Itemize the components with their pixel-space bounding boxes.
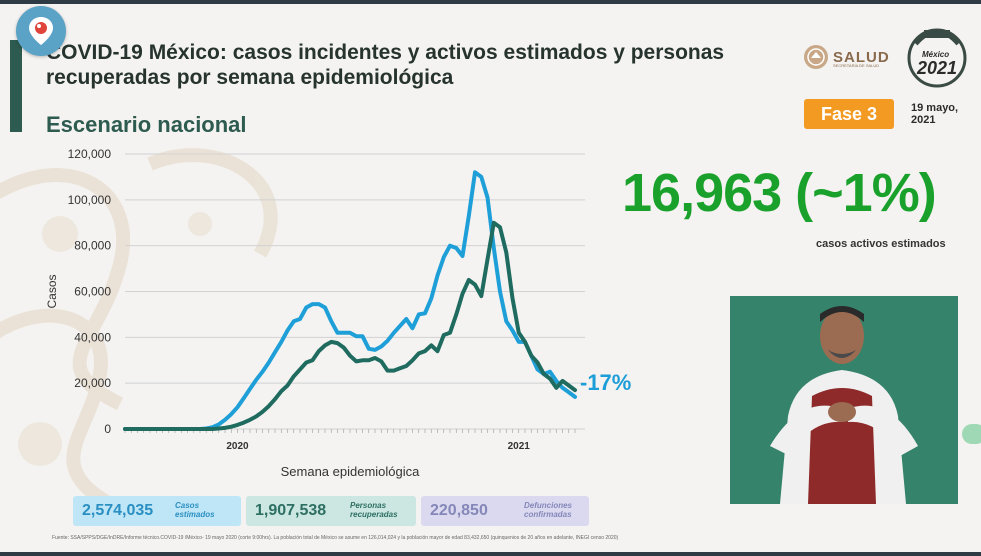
report-date: 19 mayo, 2021 <box>911 102 959 126</box>
slide: COVID-19 México: casos incidentes y acti… <box>0 4 981 552</box>
stat-recovered: 1,907,538 Personas recuperadas <box>246 496 416 526</box>
stat-value: 220,850 <box>430 502 488 519</box>
interpreter-figure-icon <box>730 296 958 504</box>
mexico-2021-logo: México 2021 <box>906 24 968 95</box>
mexico-2021-top: México <box>922 50 950 59</box>
salud-logo: SALUD SECRETARÍA DE SALUD <box>803 44 890 70</box>
source-note: Fuente: SSA/SPPS/DGE/InDRE/Informe técni… <box>52 535 619 541</box>
incident-cases-line <box>123 170 577 431</box>
phase-badge: Fase 3 <box>804 99 894 129</box>
salud-logo-subtext: SECRETARÍA DE SALUD <box>833 63 880 68</box>
stat-estimated-cases: 2,574,035 Casos estimados <box>73 496 241 526</box>
salud-logo-text: SALUD <box>833 48 890 66</box>
active-cases-line <box>123 220 577 431</box>
y-tick-label: 80,000 <box>74 239 111 253</box>
side-tab <box>962 424 981 444</box>
x-year-label: 2021 <box>508 441 531 452</box>
y-tick-label: 40,000 <box>74 330 111 344</box>
y-axis-label: Casos <box>45 274 59 308</box>
page-title: COVID-19 México: casos incidentes y acti… <box>46 41 725 89</box>
x-axis-label: Semana epidemiológica <box>281 464 421 479</box>
mexico-2021-year: 2021 <box>917 58 958 78</box>
active-cases-value: 16,963 (~1%) <box>622 163 937 223</box>
mexico-2021-emblem-icon <box>907 28 967 88</box>
y-tick-label: 60,000 <box>74 285 111 299</box>
cases-chart: 0 20,000 40,000 60,000 80,000 100,000 120,000 C… <box>45 147 585 479</box>
active-cases-label: casos activos estimados <box>816 238 946 250</box>
eagle-seal-icon <box>804 45 828 69</box>
top-bar <box>0 0 981 4</box>
y-tick-label: 0 <box>104 422 111 436</box>
stat-deaths: 220,850 Defunciones confirmadas <box>421 496 589 526</box>
stat-label: Personas recuperadas <box>350 501 398 519</box>
x-year-label: 2020 <box>226 441 249 452</box>
location-pin-icon <box>29 17 53 45</box>
y-tick-label: 120,000 <box>68 147 112 161</box>
y-tick-label: 20,000 <box>74 376 111 390</box>
periscope-badge[interactable] <box>16 6 66 56</box>
change-percent: -17% <box>580 370 632 395</box>
ornament-background <box>0 148 278 511</box>
bottom-bar <box>0 552 981 556</box>
stat-label: Casos estimados <box>175 501 215 519</box>
stat-label: Defunciones confirmadas <box>524 501 573 519</box>
interpreter-video <box>730 296 958 504</box>
title-accent-bar <box>10 40 22 132</box>
stat-value: 1,907,538 <box>255 502 327 519</box>
stat-value: 2,574,035 <box>82 502 154 519</box>
y-tick-label: 100,000 <box>68 193 112 207</box>
page-subtitle: Escenario nacional <box>46 112 247 137</box>
